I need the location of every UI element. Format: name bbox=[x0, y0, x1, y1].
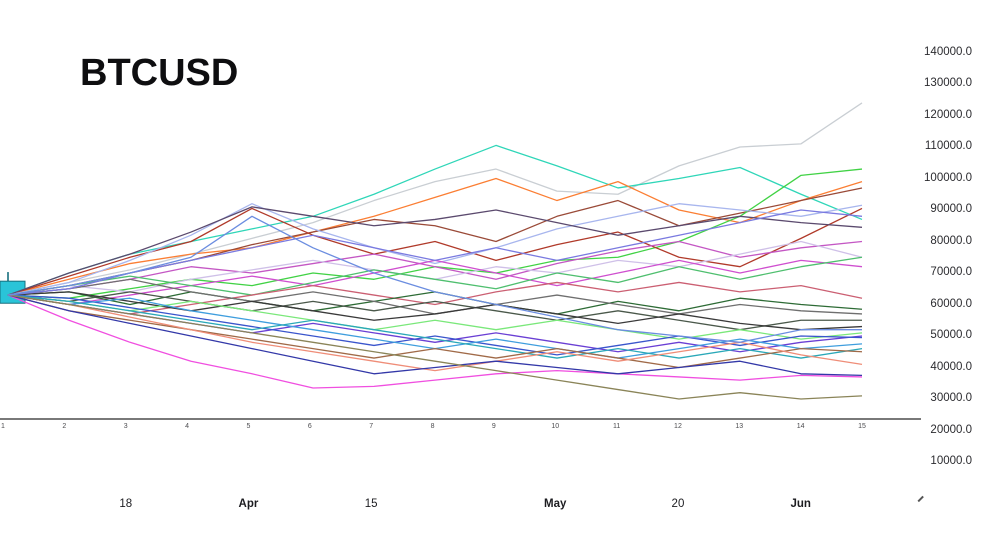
day-tick-label: 12 bbox=[674, 423, 682, 430]
price-label: 50000.0 bbox=[930, 329, 972, 341]
day-tick-label: 13 bbox=[735, 423, 744, 430]
date-label-may: May bbox=[544, 498, 567, 510]
price-label: 30000.0 bbox=[930, 392, 972, 404]
sim-path-dark-slate bbox=[7, 206, 863, 296]
sim-path-cornflower bbox=[7, 215, 862, 343]
day-tick-label: 3 bbox=[123, 423, 128, 430]
price-label: 70000.0 bbox=[930, 266, 972, 278]
symbol-title: BTCUSD bbox=[80, 52, 239, 94]
day-tick-label: 15 bbox=[858, 423, 866, 430]
sim-path-light-green bbox=[7, 294, 863, 340]
price-label: 40000.0 bbox=[930, 360, 972, 373]
price-label: 20000.0 bbox=[930, 423, 972, 436]
day-tick-label: 10 bbox=[551, 423, 560, 430]
price-label: 10000.0 bbox=[930, 455, 972, 467]
date-label-20: 20 bbox=[671, 498, 685, 510]
day-tick-label: 6 bbox=[307, 423, 312, 430]
price-label: 80000.0 bbox=[930, 234, 972, 247]
day-tick-label: 7 bbox=[369, 423, 374, 430]
date-label-15: 15 bbox=[364, 498, 378, 510]
day-tick-label: 14 bbox=[796, 423, 805, 430]
sim-path-olive-gray bbox=[7, 291, 862, 331]
sim-path-salmon bbox=[7, 294, 863, 372]
sim-path-orange bbox=[7, 177, 863, 296]
day-tick-label: 1 bbox=[1, 423, 5, 430]
sim-path-medium-green bbox=[7, 256, 863, 296]
day-tick-label: 4 bbox=[185, 423, 190, 430]
day-tick-label: 5 bbox=[246, 423, 251, 430]
day-tick-label: 11 bbox=[612, 423, 621, 430]
sim-path-periwinkle bbox=[7, 203, 863, 296]
day-tick-label: 2 bbox=[62, 423, 67, 430]
simulation-paths bbox=[7, 102, 863, 400]
sim-path-hot-magenta bbox=[7, 294, 863, 389]
day-tick-label: 9 bbox=[491, 423, 496, 430]
price-label: 100000.0 bbox=[924, 171, 972, 184]
sim-path-turquoise bbox=[7, 144, 863, 296]
sim-path-navy bbox=[7, 294, 863, 377]
date-label-18: 18 bbox=[119, 498, 133, 510]
sim-path-charcoal bbox=[7, 291, 863, 331]
date-label-jun: Jun bbox=[790, 498, 811, 510]
sim-path-orchid bbox=[7, 240, 863, 296]
price-label: 130000.0 bbox=[924, 77, 972, 89]
date-label-apr: Apr bbox=[238, 498, 259, 510]
sim-path-slate-blue bbox=[7, 209, 863, 296]
price-label: 90000.0 bbox=[930, 203, 972, 215]
sim-path-light-gray bbox=[7, 102, 863, 296]
price-label: 120000.0 bbox=[924, 108, 972, 121]
price-label: 140000.0 bbox=[924, 45, 972, 58]
sim-path-olive bbox=[7, 294, 863, 400]
day-tick-label: 8 bbox=[430, 423, 435, 430]
sim-path-teal bbox=[7, 294, 863, 359]
sim-path-brown bbox=[7, 294, 863, 369]
price-label: 110000.0 bbox=[924, 140, 972, 152]
price-label: 60000.0 bbox=[930, 297, 972, 310]
